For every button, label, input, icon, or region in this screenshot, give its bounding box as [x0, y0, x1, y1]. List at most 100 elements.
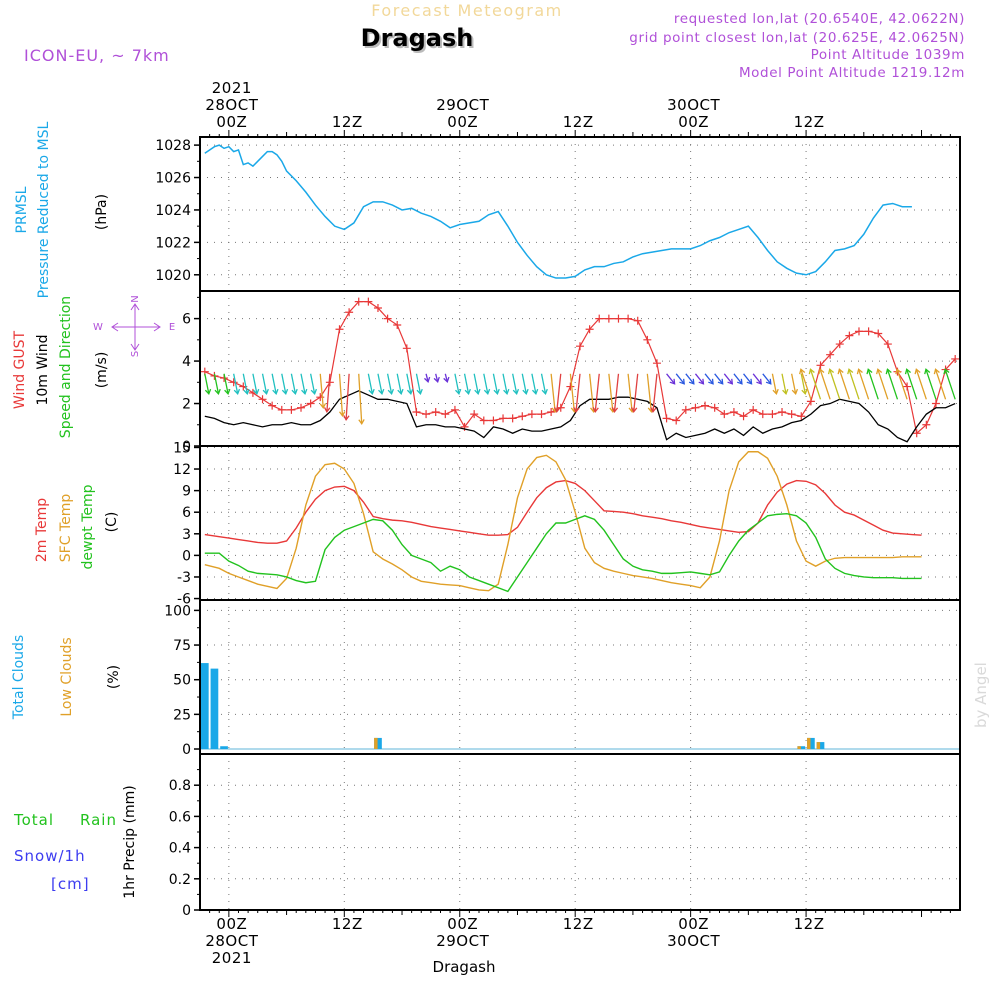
wind-arrow-head — [503, 388, 510, 395]
wind-arrow-head — [323, 407, 331, 414]
precip-tick-label: 0.2 — [169, 872, 191, 888]
wind-direction-arrow — [204, 373, 210, 394]
wind-arrow-head — [464, 388, 471, 395]
wind-direction-arrow — [915, 369, 927, 400]
wind-arrow-head — [866, 368, 873, 375]
wind-direction-arrow — [791, 373, 797, 394]
wind-direction-arrow — [819, 369, 831, 400]
temp-tick-label: 3 — [182, 527, 191, 543]
precip-frame — [199, 753, 961, 911]
gust-marker — [441, 410, 450, 419]
bottom-time-label: 29OCT — [436, 932, 489, 950]
wind-10m-label: 10m Wind — [35, 334, 51, 405]
total-cloud-bar — [797, 746, 806, 750]
wind-arrow-head — [553, 407, 561, 414]
gust-marker — [691, 403, 700, 412]
cloud-tick-label: 100 — [164, 603, 191, 619]
wind-direction-arrow — [502, 373, 508, 394]
wind-direction-arrow — [512, 373, 518, 394]
gust-marker — [797, 412, 806, 421]
pressure-label-msl: Pressure Reduced to MSL — [36, 121, 52, 298]
wind-direction-arrow — [386, 373, 393, 394]
wind-arrow-head — [204, 388, 212, 395]
wind-direction-arrow — [233, 373, 239, 394]
gust-marker — [431, 408, 440, 417]
gust-marker — [835, 340, 844, 349]
gust-marker — [345, 308, 354, 317]
pressure-tick-label: 1020 — [155, 268, 191, 284]
pressure-tick-label: 1024 — [155, 203, 191, 219]
wind-arrow-head — [856, 368, 863, 375]
wind-arrow-head — [291, 388, 298, 395]
wind-direction-arrow — [309, 373, 316, 394]
wind-arrow-head — [301, 388, 308, 395]
low-cloud-bar — [374, 737, 378, 750]
supertitle: Forecast Meteogram — [371, 1, 562, 20]
wind-direction-arrow — [594, 373, 600, 412]
wind-arrow-head — [455, 388, 462, 395]
wind-arrow-head — [679, 378, 685, 385]
wind-arrow-head — [541, 388, 548, 395]
temp-dewpt-label: dewpt Temp — [80, 484, 96, 569]
temp-unit: (C) — [104, 512, 120, 533]
bottom-time-label: 00Z — [216, 915, 247, 933]
model-altitude: Model Point Altitude 1219.12m — [739, 65, 965, 81]
gust-marker — [864, 327, 873, 336]
gust-marker — [739, 412, 748, 421]
gust-marker — [547, 408, 556, 417]
cloud-tick-label: 75 — [173, 638, 191, 654]
wind-arrow-head — [876, 368, 883, 375]
gust-marker — [816, 361, 825, 370]
wind-arrow-head — [343, 415, 350, 422]
wind-arrow-head — [669, 378, 676, 385]
compass-north: N — [130, 295, 141, 302]
wind-direction-arrow — [531, 373, 537, 394]
compass-rose: N S W E — [93, 295, 175, 357]
wind-arrow-head — [765, 378, 772, 385]
total-cloud-bar — [220, 746, 228, 750]
temp-tick-label: 0 — [182, 548, 191, 564]
wind-direction-arrows — [204, 368, 956, 426]
gust-marker — [258, 395, 267, 404]
wind-tick-label: 6 — [182, 312, 191, 328]
gust-marker — [412, 408, 421, 417]
wind-arrow-head — [799, 368, 806, 375]
bottom-time-label: 2021 — [212, 949, 252, 967]
wind-direction-arrow — [326, 373, 331, 412]
wind-arrow-head — [368, 388, 375, 395]
wind-direction-arrow — [242, 373, 248, 394]
top-time-label: 00Z — [678, 113, 709, 131]
gust-marker — [229, 378, 238, 387]
temp-dewpt-line — [204, 512, 922, 593]
wind-arrow-head — [433, 376, 440, 383]
wind-direction-arrow — [271, 373, 277, 394]
wind-arrow-head — [443, 376, 450, 383]
wind-arrow-head — [791, 388, 799, 395]
precip-tick-label: 0.6 — [169, 809, 191, 825]
gust-marker — [537, 410, 546, 419]
wind-direction-arrow — [723, 373, 733, 385]
precip-tick-label: 0.8 — [169, 778, 191, 794]
pressure-label-prmsl: PRMSL — [14, 186, 30, 233]
wind-arrow-head — [338, 411, 346, 418]
pressure-axes: 1028 1026 1024 1022 1020 — [155, 137, 960, 291]
wind-arrow-head — [688, 378, 695, 385]
top-time-label: 2021 — [212, 79, 252, 97]
requested-coords: requested lon,lat (20.6540E, 42.0622N) — [674, 11, 965, 27]
gust-marker — [633, 316, 642, 325]
gust-marker — [931, 399, 940, 408]
gust-marker — [354, 297, 363, 306]
wind-direction-arrow — [906, 369, 918, 400]
wind-direction-arrow — [473, 373, 479, 394]
wind-direction-arrow — [588, 373, 595, 412]
gust-marker — [364, 297, 373, 306]
wind-arrow-head — [358, 419, 365, 426]
cloud-bars — [200, 663, 960, 750]
wind-arrow-head — [310, 388, 318, 395]
wind-direction-arrow — [454, 373, 460, 394]
wind-direction-arrow — [925, 369, 937, 400]
wind-direction-arrow — [675, 373, 685, 385]
bottom-time-label: 00Z — [678, 915, 709, 933]
wind-arrow-head — [827, 368, 835, 375]
gust-marker — [614, 314, 623, 323]
